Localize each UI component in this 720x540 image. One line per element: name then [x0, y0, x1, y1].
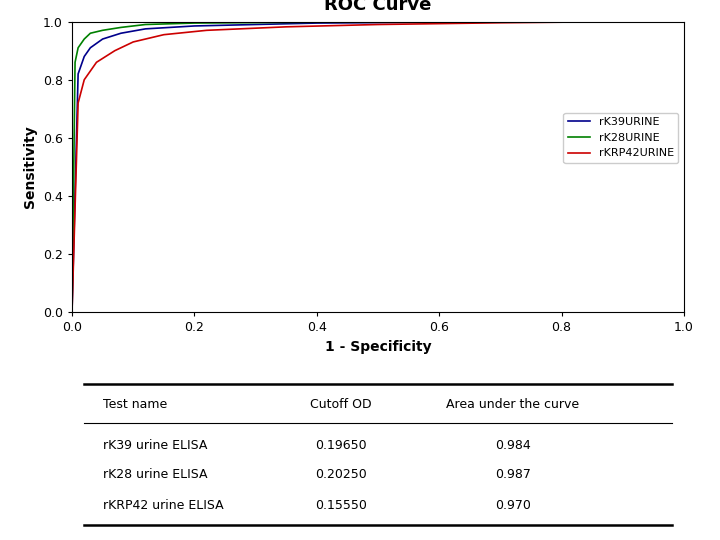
rK39URINE: [435, 19, 444, 25]
Text: 0.987: 0.987: [495, 468, 531, 481]
Y-axis label: Sensitivity: Sensitivity: [24, 126, 37, 208]
rKRP42URINE: [160, 31, 168, 38]
rKRP42URINE: [202, 27, 211, 33]
Text: Area under the curve: Area under the curve: [446, 399, 579, 411]
Text: Test name: Test name: [102, 399, 167, 411]
rK39URINE: [86, 44, 95, 51]
rKRP42URINE: [111, 48, 120, 54]
rK28URINE: [68, 309, 76, 315]
rK28URINE: [86, 30, 95, 37]
Text: rK39 urine ELISA: rK39 urine ELISA: [102, 439, 207, 452]
Text: 0.19650: 0.19650: [315, 439, 367, 452]
rKRP42URINE: [680, 18, 688, 25]
Title: ROC Curve: ROC Curve: [324, 0, 432, 15]
Text: rKRP42 urine ELISA: rKRP42 urine ELISA: [102, 498, 223, 512]
rK39URINE: [68, 309, 76, 315]
rK28URINE: [117, 24, 125, 31]
rK39URINE: [74, 71, 83, 77]
rKRP42URINE: [129, 39, 138, 45]
Text: rK28 urine ELISA: rK28 urine ELISA: [102, 468, 207, 481]
rKRP42URINE: [74, 100, 83, 106]
rK28URINE: [435, 19, 444, 25]
rK39URINE: [190, 23, 199, 29]
rK28URINE: [680, 18, 688, 25]
rK39URINE: [141, 25, 150, 32]
Text: 0.15550: 0.15550: [315, 498, 367, 512]
Text: 0.970: 0.970: [495, 498, 531, 512]
rKRP42URINE: [588, 19, 596, 25]
rK39URINE: [117, 30, 125, 37]
rKRP42URINE: [282, 24, 291, 30]
rK28URINE: [74, 44, 83, 51]
X-axis label: 1 - Specificity: 1 - Specificity: [325, 340, 431, 354]
Line: rK39URINE: rK39URINE: [72, 22, 684, 312]
Legend: rK39URINE, rK28URINE, rKRP42URINE: rK39URINE, rK28URINE, rKRP42URINE: [563, 113, 678, 163]
Text: 0.20250: 0.20250: [315, 468, 367, 481]
rK39URINE: [557, 19, 566, 25]
rK28URINE: [557, 18, 566, 25]
rKRP42URINE: [80, 77, 89, 83]
rKRP42URINE: [496, 19, 505, 26]
rKRP42URINE: [374, 21, 382, 28]
rK39URINE: [80, 53, 89, 60]
rKRP42URINE: [92, 59, 101, 65]
rK28URINE: [71, 59, 79, 65]
Line: rK28URINE: rK28URINE: [72, 22, 684, 312]
rK39URINE: [312, 20, 321, 26]
rK28URINE: [190, 20, 199, 26]
Line: rKRP42URINE: rKRP42URINE: [72, 22, 684, 312]
rK28URINE: [312, 19, 321, 25]
rK28URINE: [98, 27, 107, 33]
Text: Cutoff OD: Cutoff OD: [310, 399, 372, 411]
rK39URINE: [98, 36, 107, 42]
Text: 0.984: 0.984: [495, 439, 531, 452]
rKRP42URINE: [68, 309, 76, 315]
rK28URINE: [80, 36, 89, 42]
rK28URINE: [141, 21, 150, 28]
rK39URINE: [680, 18, 688, 25]
